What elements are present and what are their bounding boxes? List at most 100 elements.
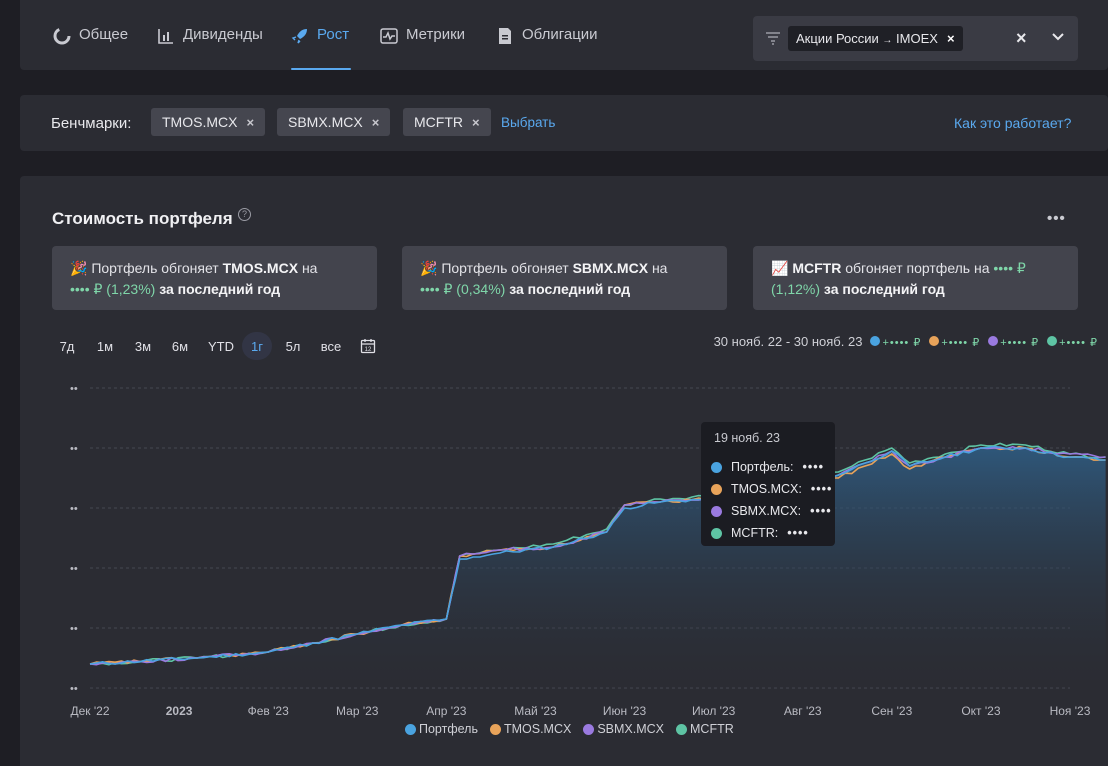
tooltip-date: 19 нояб. 23 xyxy=(714,431,781,445)
x-tick-label: Фев '23 xyxy=(248,704,289,718)
filter-icon xyxy=(766,32,780,45)
card-amount: •••• ₽ xyxy=(420,281,453,297)
x-tick-label: 2023 xyxy=(166,704,193,718)
help-icon[interactable]: ? xyxy=(238,208,251,221)
more-options-icon[interactable]: ••• xyxy=(1047,210,1066,227)
x-tick-label: Окт '23 xyxy=(961,704,1001,718)
legend-label: Портфель xyxy=(419,722,478,736)
y-tick-label: •• xyxy=(70,443,78,455)
period-ytd[interactable]: YTD xyxy=(208,338,234,354)
x-tick-label: Мар '23 xyxy=(336,704,379,718)
how-it-works-link[interactable]: Как это работает? xyxy=(954,115,1072,131)
card-percent: (1,23%) xyxy=(106,281,156,297)
tmos-dot-icon xyxy=(929,336,940,346)
comparison-card-mcftr: 📈 MCFTR обгоняет портфель на •••• ₽ (1,1… xyxy=(753,246,1078,310)
y-tick-label: •• xyxy=(70,383,78,395)
card-text: на xyxy=(651,260,668,276)
card-ticker: MCFTR xyxy=(792,260,842,276)
portfolio-dot-icon xyxy=(711,461,722,473)
card-ticker: TMOS.MCX xyxy=(222,260,299,276)
sbmx-dot-icon xyxy=(711,505,722,517)
portfolio-filter-select[interactable]: Акции России → IMOEX × × xyxy=(753,16,1078,61)
remove-icon[interactable]: × xyxy=(371,114,380,130)
legend-item[interactable]: Портфель xyxy=(405,722,478,736)
period-1y[interactable]: 1г xyxy=(242,332,272,360)
active-tab-indicator xyxy=(291,68,351,70)
party-icon: 🎉 xyxy=(420,260,438,276)
clear-filter-icon[interactable]: × xyxy=(1016,28,1027,48)
period-all[interactable]: все xyxy=(320,338,342,354)
tab-growth[interactable]: Рост xyxy=(291,26,349,70)
calendar-icon[interactable]: 12 xyxy=(356,332,380,360)
x-tick-label: Июл '23 xyxy=(692,704,736,718)
card-period: за последний год xyxy=(159,281,281,297)
tab-dividends-label: Дивиденды xyxy=(183,26,263,43)
remove-icon[interactable]: × xyxy=(246,114,255,130)
tooltip-label: TMOS.MCX: xyxy=(731,482,802,496)
period-3m[interactable]: 3м xyxy=(134,338,152,354)
legend-label: TMOS.MCX xyxy=(503,722,572,736)
y-tick-label: •• xyxy=(70,563,78,575)
legend-item[interactable]: MCFTR xyxy=(676,722,734,736)
tmos-change: +•••• ₽ xyxy=(941,337,981,349)
tab-bonds[interactable]: Облигации xyxy=(496,26,598,70)
portfolio-line-chart[interactable]: ••••••••••••Дек '22 2023 Фев '23 Мар '23 Апр… xyxy=(20,176,1108,766)
chart-tooltip: 19 нояб. 23 Портфель: •••• TMOS.MCX: •••• … xyxy=(701,422,835,546)
top-nav: Общее Дивиденды Рост Метрики Облигации А… xyxy=(20,0,1108,70)
card-percent: (1,12%) xyxy=(771,281,821,297)
tab-growth-label: Рост xyxy=(317,26,350,43)
benchmark-chip-tmos[interactable]: TMOS.MCX × xyxy=(151,108,266,136)
sbmx-change: +•••• ₽ xyxy=(1000,337,1040,349)
tab-bonds-label: Облигации xyxy=(522,26,598,43)
filter-chip: Акции России → IMOEX × xyxy=(788,26,963,51)
tooltip-row: SBMX.MCX: •••• xyxy=(711,502,832,520)
tooltip-row: TMOS.MCX: •••• xyxy=(711,480,832,498)
benchmark-chip-mcftr[interactable]: MCFTR × xyxy=(403,108,491,136)
mcftr-dot-icon xyxy=(1047,336,1058,346)
legend-label: MCFTR xyxy=(690,722,734,736)
mcftr-change: +•••• ₽ xyxy=(1059,337,1098,349)
filter-chip-remove-icon[interactable]: × xyxy=(946,31,955,46)
tooltip-value: •••• xyxy=(802,460,824,474)
date-range: 30 нояб. 22 - 30 нояб. 23 xyxy=(713,334,863,349)
benchmark-chip-label: SBMX.MCX xyxy=(288,114,363,130)
x-tick-label: Авг '23 xyxy=(784,704,822,718)
legend-dot-icon xyxy=(676,723,688,735)
benchmarks-bar: Бенчмарки: TMOS.MCX × SBMX.MCX × MCFTR ×… xyxy=(20,95,1108,151)
chart-range-summary: 30 нояб. 22 - 30 нояб. 23 +•••• ₽ +•••• … xyxy=(714,334,1098,349)
card-percent: (0,34%) xyxy=(456,281,506,297)
benchmark-chip-sbmx[interactable]: SBMX.MCX × xyxy=(277,108,391,136)
chart-up-icon: 📈 xyxy=(771,260,789,276)
page-title: Стоимость портфеля xyxy=(52,209,233,228)
remove-icon[interactable]: × xyxy=(472,114,480,130)
chevron-down-icon[interactable] xyxy=(1051,30,1065,44)
select-benchmark-link[interactable]: Выбрать xyxy=(501,115,556,130)
legend-item[interactable]: TMOS.MCX xyxy=(489,722,572,736)
period-7d[interactable]: 7д xyxy=(59,338,75,354)
tab-general[interactable]: Общее xyxy=(53,26,128,70)
portfolio-change: +•••• ₽ xyxy=(882,337,922,349)
tab-dividends[interactable]: Дивиденды xyxy=(157,26,263,70)
comparison-card-tmos: 🎉 Портфель обгоняет TMOS.MCX на •••• ₽ (… xyxy=(52,246,377,310)
tooltip-row: MCFTR: •••• xyxy=(711,524,809,542)
bar-chart-icon xyxy=(157,27,175,45)
benchmark-chip-label: MCFTR xyxy=(414,114,463,130)
mcftr-dot-icon xyxy=(711,527,722,539)
filter-chip-label: Акции России xyxy=(796,31,879,46)
legend-item[interactable]: SBMX.MCX xyxy=(583,722,664,736)
y-tick-label: •• xyxy=(70,503,78,515)
donut-chart-icon xyxy=(53,27,71,45)
portfolio-area xyxy=(90,446,1106,688)
tooltip-row: Портфель: •••• xyxy=(711,458,824,476)
x-tick-label: Ноя '23 xyxy=(1050,704,1091,718)
period-5y[interactable]: 5л xyxy=(285,338,301,354)
pulse-icon xyxy=(380,27,398,45)
series-line-0 xyxy=(89,445,1106,665)
card-amount: •••• ₽ xyxy=(70,281,103,297)
period-1m[interactable]: 1м xyxy=(96,338,114,354)
period-6m[interactable]: 6м xyxy=(171,338,189,354)
comparison-card-sbmx: 🎉 Портфель обгоняет SBMX.MCX на •••• ₽ (… xyxy=(402,246,727,310)
card-text: обгоняет портфель на xyxy=(845,260,990,276)
tab-metrics[interactable]: Метрики xyxy=(380,26,465,70)
y-tick-label: •• xyxy=(70,683,78,695)
